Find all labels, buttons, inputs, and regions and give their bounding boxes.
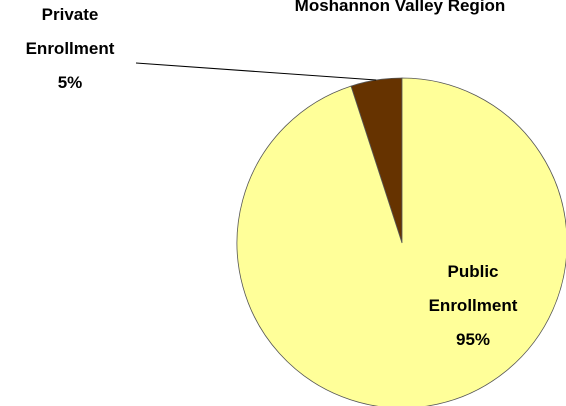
slice-name: Public Enrollment — [428, 262, 518, 315]
slice-name: Private Enrollment — [25, 5, 115, 58]
slice-label: Private Enrollment 5% — [5, 0, 135, 100]
slice-value: 5% — [57, 73, 83, 92]
slice-value: 95% — [455, 330, 491, 349]
chart-title: Moshannon Valley Region — [294, 0, 506, 15]
slice-label: Public Enrollment 95% — [408, 255, 538, 357]
leader-line — [135, 62, 377, 81]
